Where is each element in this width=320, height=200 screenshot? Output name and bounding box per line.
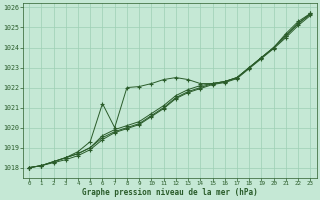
X-axis label: Graphe pression niveau de la mer (hPa): Graphe pression niveau de la mer (hPa) bbox=[82, 188, 258, 197]
